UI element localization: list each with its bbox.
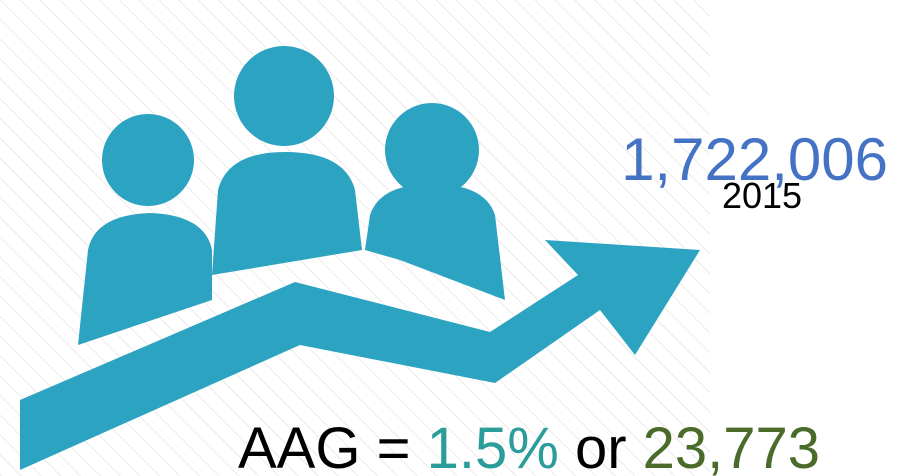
growth-prefix: AAG = xyxy=(238,416,410,476)
head-right xyxy=(385,103,479,197)
infographic: 1,722,006 2015 AAG = 1.5% or 23,773 xyxy=(0,0,923,476)
growth-amount: 23,773 xyxy=(643,416,820,476)
growth-joiner: or xyxy=(575,416,627,476)
growth-line: AAG = 1.5% or 23,773 xyxy=(238,416,820,476)
headline-year: 2015 xyxy=(722,175,802,216)
head-left xyxy=(102,114,194,206)
growth-rate: 1.5% xyxy=(427,416,559,476)
head-center xyxy=(234,46,334,146)
